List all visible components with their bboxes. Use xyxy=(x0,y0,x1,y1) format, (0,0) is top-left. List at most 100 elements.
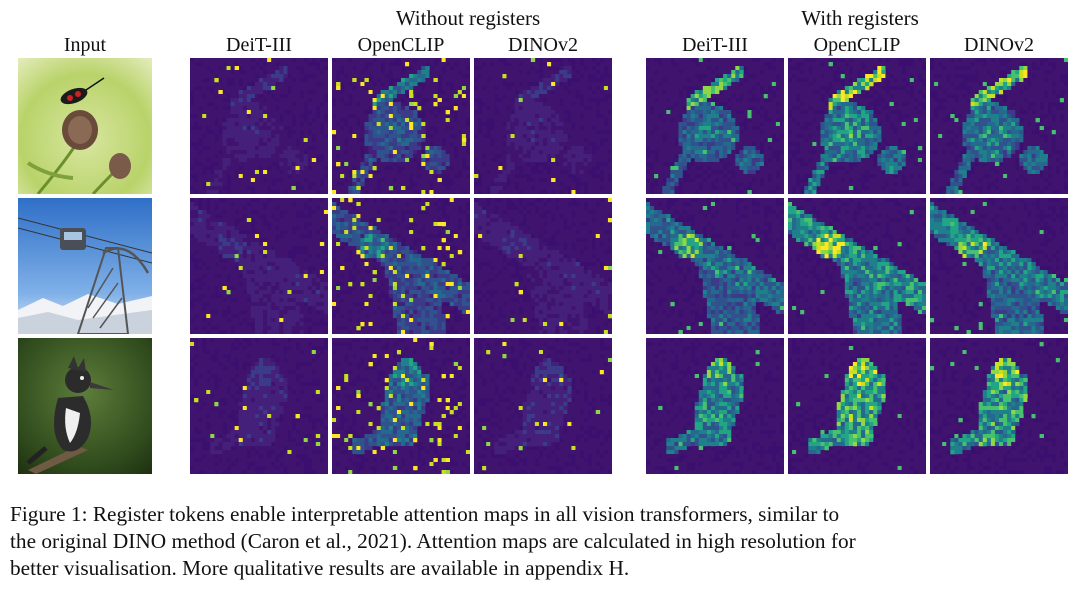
attention-cell xyxy=(706,90,712,95)
attention-cell xyxy=(271,70,276,75)
attention-cell xyxy=(796,114,801,119)
attention-cell xyxy=(1011,58,1016,63)
attention-cell xyxy=(759,138,765,143)
attention-cell xyxy=(368,134,373,139)
attention-cell xyxy=(340,170,345,175)
attention-cell xyxy=(250,154,256,159)
attention-cell xyxy=(861,162,866,167)
attention-cell xyxy=(865,66,870,71)
attention-cell xyxy=(202,106,207,111)
attention-cell xyxy=(788,118,793,123)
attention-cell xyxy=(836,178,842,183)
attention-cell xyxy=(587,70,593,75)
attention-cell xyxy=(267,118,272,123)
attention-cell xyxy=(840,102,846,107)
attention-cell xyxy=(832,182,838,187)
attention-cell xyxy=(970,82,975,87)
attention-cell xyxy=(698,158,704,163)
attention-cell xyxy=(392,94,398,99)
attention-cell xyxy=(376,126,382,131)
attention-cell xyxy=(194,138,199,143)
attention-cell xyxy=(271,150,276,155)
attention-cell xyxy=(739,62,744,67)
attention-cell xyxy=(486,90,491,95)
attention-cell xyxy=(498,110,503,115)
attention-cell xyxy=(214,142,219,147)
attention-cell xyxy=(498,130,503,135)
attention-cell xyxy=(583,110,588,115)
attention-cell xyxy=(376,82,382,87)
attention-cell xyxy=(727,158,732,163)
attention-cell xyxy=(930,122,935,127)
attention-cell xyxy=(551,114,556,119)
attention-cell xyxy=(246,158,252,163)
attention-cell xyxy=(405,82,410,87)
attention-cell xyxy=(747,142,752,147)
attention-cell xyxy=(563,126,568,131)
attention-cell xyxy=(198,154,203,159)
attention-cell xyxy=(474,102,479,107)
attention-cell xyxy=(893,186,898,191)
attention-cell xyxy=(372,154,377,159)
attention-cell xyxy=(222,170,227,175)
attention-cell xyxy=(530,122,536,127)
attention-cell xyxy=(848,134,854,139)
attention-cell xyxy=(723,126,728,131)
attention-cell xyxy=(380,146,386,151)
attention-cell xyxy=(840,146,846,151)
attention-cell xyxy=(474,106,479,111)
attention-cell xyxy=(311,130,317,135)
attention-cell xyxy=(563,114,568,119)
attention-cell xyxy=(650,114,655,119)
attention-cell xyxy=(682,98,687,103)
attention-cell xyxy=(555,98,560,103)
attention-cell xyxy=(319,138,325,143)
attention-cell xyxy=(214,178,219,183)
attention-cell xyxy=(271,130,276,135)
attention-cell xyxy=(368,86,373,91)
attention-cell xyxy=(522,86,528,91)
attention-cell xyxy=(751,158,756,163)
attention-cell xyxy=(514,74,519,79)
attention-cell xyxy=(498,138,503,143)
attention-cell xyxy=(323,138,328,143)
attention-cell xyxy=(250,162,256,167)
attention-cell xyxy=(230,134,235,139)
attention-cell xyxy=(356,166,361,171)
attention-cell xyxy=(246,70,252,75)
attention-cell xyxy=(271,110,276,115)
attention-cell xyxy=(563,190,568,194)
attention-cell xyxy=(1031,70,1036,75)
attention-cell xyxy=(421,142,426,147)
attention-cell xyxy=(392,74,398,79)
attention-cell xyxy=(579,186,584,191)
attention-cell xyxy=(482,118,487,123)
attention-cell xyxy=(368,190,373,194)
attention-cell xyxy=(861,102,866,107)
attention-cell xyxy=(356,62,361,67)
attention-cell xyxy=(571,190,576,194)
attention-cell xyxy=(457,110,463,115)
attention-cell xyxy=(674,74,679,79)
attention-cell xyxy=(836,114,842,119)
attention-cell xyxy=(694,98,700,103)
attention-cell xyxy=(287,162,292,167)
attention-cell xyxy=(490,130,495,135)
attention-cell xyxy=(238,122,244,127)
attention-cell xyxy=(401,58,406,63)
column-label-with-openclip: OpenCLIP xyxy=(813,34,901,56)
attention-cell xyxy=(405,134,410,139)
attention-cell xyxy=(332,170,337,175)
attention-cell xyxy=(747,190,752,194)
attention-cell xyxy=(990,114,996,119)
attention-cell xyxy=(522,62,528,67)
attention-cell xyxy=(579,146,584,151)
attention-cell xyxy=(571,70,576,75)
attention-cell xyxy=(1011,66,1016,71)
attention-cell xyxy=(966,82,971,87)
attention-cell xyxy=(502,178,507,183)
attention-cell xyxy=(727,74,732,79)
attention-cell xyxy=(445,150,451,155)
attention-cell xyxy=(291,86,296,91)
attention-cell xyxy=(861,166,866,171)
